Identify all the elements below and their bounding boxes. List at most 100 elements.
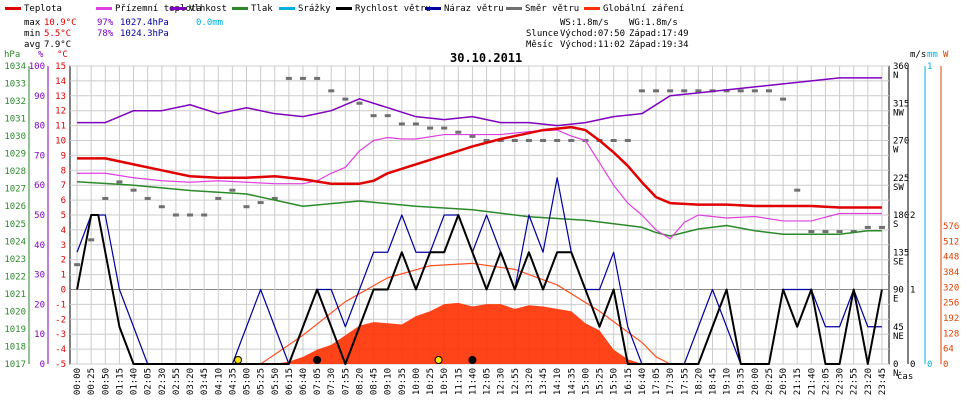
tick-x-21: 08:45 [370,368,380,395]
legend: Teplota Přízemní teplota Vlhkost Tlak Sr… [5,4,684,14]
wind-dir-point-55 [850,230,857,234]
tick-x-32: 13:20 [525,368,535,395]
tick-x-30: 12:30 [497,368,507,395]
tick-x-14: 05:50 [271,368,281,395]
tick-c-2: -3 [55,330,66,340]
axis-title-mm: mm [927,50,938,60]
legend-swatch-wind-speed [336,7,352,10]
wind-dir-point-8 [187,213,194,217]
tick-hpa-11: 1028 [4,167,26,177]
stats-min-label: min [24,29,40,39]
stats-max-press: 1027.4hPa [120,18,169,28]
tick-x-10: 04:10 [214,368,224,395]
wind-dir-point-12 [243,205,250,209]
info-wg: WG:1.8m/s [629,18,678,28]
tick-x-46: 19:10 [723,368,733,395]
legend-label-humidity: Vlhkost [189,4,227,14]
marker-moonset [468,356,477,364]
tick-x-3: 01:15 [115,368,125,395]
tick-x-47: 19:35 [737,368,747,395]
tick-hpa-6: 1023 [4,255,26,265]
tick-dir-8: 360 [893,62,909,72]
tick-hpa-16: 1033 [4,80,26,90]
tick-c-12: 7 [61,181,66,191]
tick-x-40: 16:40 [638,368,648,395]
tick-dir-label-5: SW [893,183,904,193]
wind-dir-point-34 [554,139,561,142]
x-axis-unit: čas [897,371,913,382]
tick-x-20: 08:20 [355,368,365,395]
tick-x-0: 00:00 [73,368,83,395]
tick-w-5: 320 [943,283,959,293]
tick-x-29: 12:05 [483,368,493,395]
legend-item-rain: Srážky [279,4,331,14]
wind-dir-point-14 [271,196,278,200]
tick-c-19: 14 [55,77,66,87]
wind-dir-point-32 [525,139,532,142]
tick-c-10: 5 [61,211,66,221]
info-moon-rise: Východ:11:02 [560,40,625,50]
tick-pct-1: 10 [34,330,45,340]
wind-dir-point-53 [822,230,829,234]
wind-dir-point-7 [172,213,179,217]
tick-c-7: 2 [61,256,66,266]
wind-dir-point-1 [88,238,95,242]
series-wind-speed [76,214,883,365]
tick-x-18: 07:30 [327,368,337,395]
wind-dir-point-43 [681,89,688,93]
tick-pct-0: 0 [40,360,45,370]
tick-pct-10: 100 [29,62,45,72]
tick-pct-2: 20 [34,300,45,310]
tick-ms-2: 2 [910,211,915,221]
stats-min-temp: 5.5°C [44,29,71,39]
wind-dir-point-9 [201,213,208,217]
tick-c-8: 3 [61,241,66,251]
tick-hpa-8: 1025 [4,220,26,230]
tick-w-0: 0 [943,360,948,370]
tick-c-20: 15 [55,62,66,72]
tick-x-49: 20:25 [765,368,775,395]
legend-item-pressure: Tlak [232,4,273,14]
legend-item-humidity: Vlhkost [170,4,227,14]
series-ground-temperature [77,129,882,240]
tick-x-50: 20:50 [779,368,789,395]
tick-w-3: 192 [943,314,959,324]
wind-dir-point-20 [356,101,363,105]
wind-dir-point-10 [215,196,222,200]
wind-dir-point-6 [158,205,165,209]
stats-avg-temp: 7.9°C [44,40,71,50]
tick-x-11: 04:35 [228,368,238,395]
tick-x-42: 17:30 [666,368,676,395]
axis-title-w: W [943,50,949,60]
legend-label-radiation: Globální záření [603,4,684,14]
legend-item-ground-temperature: Přízemní teplota [96,4,202,14]
tick-c-14: 9 [61,151,66,161]
legend-label-wind-gust: Náraz větru [444,4,504,14]
tick-w-2: 128 [943,329,959,339]
tick-x-44: 18:20 [694,368,704,395]
tick-x-48: 20:00 [751,368,761,395]
tick-hpa-4: 1021 [4,290,26,300]
legend-label-pressure: Tlak [251,4,273,14]
tick-dir-label-7: NW [893,108,904,118]
tick-dir-label-2: E [893,295,898,305]
legend-swatch-pressure [232,7,248,10]
wind-dir-point-23 [398,122,405,126]
tick-pct-9: 90 [34,92,45,102]
series-pressure [77,180,882,237]
tick-hpa-15: 1032 [4,97,26,107]
legend-item-wind-speed: Rychlost větru [336,4,431,14]
tick-x-56: 23:20 [864,368,874,395]
tick-hpa-12: 1029 [4,150,26,160]
tick-pct-8: 80 [34,122,45,132]
tick-hpa-9: 1026 [4,202,26,212]
tick-dir-7: 315 [893,99,909,109]
stats-max-label: max [24,18,41,28]
legend-item-radiation: Globální záření [584,4,684,14]
wind-dir-point-11 [229,188,236,192]
wind-dir-point-54 [836,230,843,234]
tick-x-24: 10:00 [412,368,422,395]
tick-dir-label-6: W [893,146,899,156]
tick-x-33: 13:45 [539,368,549,395]
